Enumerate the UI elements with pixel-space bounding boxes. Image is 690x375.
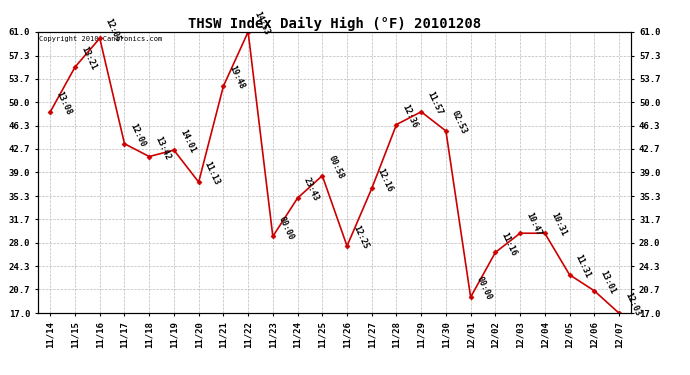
Text: 11:57: 11:57 <box>425 90 444 117</box>
Text: 12:25: 12:25 <box>351 224 370 251</box>
Text: 11:31: 11:31 <box>573 253 593 279</box>
Text: 00:00: 00:00 <box>277 215 296 241</box>
Text: 13:42: 13:42 <box>153 135 172 161</box>
Text: 13:01: 13:01 <box>598 269 617 296</box>
Text: 13:08: 13:08 <box>55 90 73 117</box>
Text: 10:31: 10:31 <box>549 211 568 238</box>
Text: 13:21: 13:21 <box>79 45 98 72</box>
Text: 12:05: 12:05 <box>104 16 123 43</box>
Text: 19:48: 19:48 <box>228 64 246 91</box>
Text: 00:58: 00:58 <box>326 154 345 180</box>
Text: 00:00: 00:00 <box>475 276 493 302</box>
Text: 14:53: 14:53 <box>253 10 271 37</box>
Text: 11:13: 11:13 <box>203 160 221 187</box>
Text: 14:01: 14:01 <box>178 129 197 155</box>
Text: 12:03: 12:03 <box>623 291 642 318</box>
Title: THSW Index Daily High (°F) 20101208: THSW Index Daily High (°F) 20101208 <box>188 16 481 31</box>
Text: 10:47: 10:47 <box>524 211 543 238</box>
Text: 12:00: 12:00 <box>128 122 148 148</box>
Text: 12:36: 12:36 <box>401 103 420 129</box>
Text: 11:16: 11:16 <box>500 231 518 257</box>
Text: 12:16: 12:16 <box>376 167 395 193</box>
Text: 02:53: 02:53 <box>450 109 469 136</box>
Text: Copyright 2010-Cantronics.com: Copyright 2010-Cantronics.com <box>39 36 162 42</box>
Text: 23:43: 23:43 <box>302 176 320 203</box>
